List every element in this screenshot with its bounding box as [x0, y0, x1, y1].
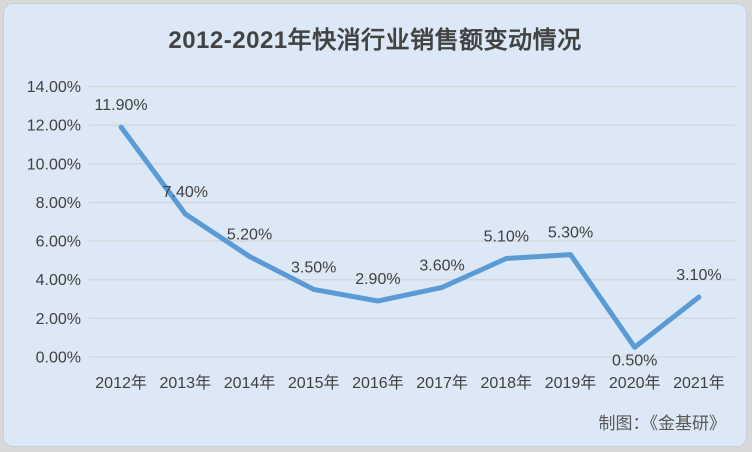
x-axis-tick-label: 2014年	[224, 374, 276, 392]
y-axis-tick-label: 12.00%	[27, 118, 81, 135]
x-axis-tick-label: 2018年	[480, 374, 532, 392]
chart-title: 2012-2021年快消行业销售额变动情况	[168, 27, 582, 54]
x-axis-tick-label: 2021年	[673, 374, 725, 392]
data-point-label: 3.60%	[419, 257, 464, 274]
data-point-label: 3.10%	[676, 267, 721, 284]
chart-card: 2012-2021年快消行业销售额变动情况 0.00% 2.00% 4.00% 6.0…	[3, 3, 747, 447]
x-axis-tick-label: 2013年	[159, 374, 211, 392]
y-axis-tick-label: 8.00%	[36, 195, 81, 212]
y-axis-tick-label: 14.00%	[27, 79, 81, 96]
x-axis-tick-label: 2020年	[609, 374, 661, 392]
y-axis-tick-label: 10.00%	[27, 156, 81, 173]
data-point-label: 5.20%	[227, 227, 272, 244]
data-point-label: 2.90%	[355, 271, 400, 288]
x-axis-tick-label: 2016年	[352, 374, 404, 392]
x-axis-tick-label: 2012年	[95, 374, 147, 392]
data-point-label: 5.30%	[548, 225, 593, 242]
data-point-label: 5.10%	[484, 228, 529, 245]
x-axis-tick-label: 2019年	[545, 374, 597, 392]
x-axis-tick-label: 2015年	[288, 374, 340, 392]
y-axis-tick-label: 4.00%	[36, 272, 81, 289]
data-point-label: 7.40%	[163, 184, 208, 201]
data-point-label: 0.50%	[612, 352, 657, 369]
x-axis-tick-label: 2017年	[416, 374, 468, 392]
data-point-label: 11.90%	[95, 97, 148, 114]
y-axis-tick-label: 6.00%	[36, 234, 81, 251]
credit-text: 制图：《金基研》	[598, 414, 727, 433]
y-axis-tick-label: 0.00%	[36, 350, 81, 367]
line-chart: 0.00% 2.00% 4.00% 6.00% 8.00% 10.00% 12.00% 14.…	[27, 79, 735, 392]
y-axis-tick-label: 2.00%	[36, 311, 81, 328]
data-point-label: 3.50%	[291, 259, 336, 276]
sales-change-line	[118, 124, 702, 350]
